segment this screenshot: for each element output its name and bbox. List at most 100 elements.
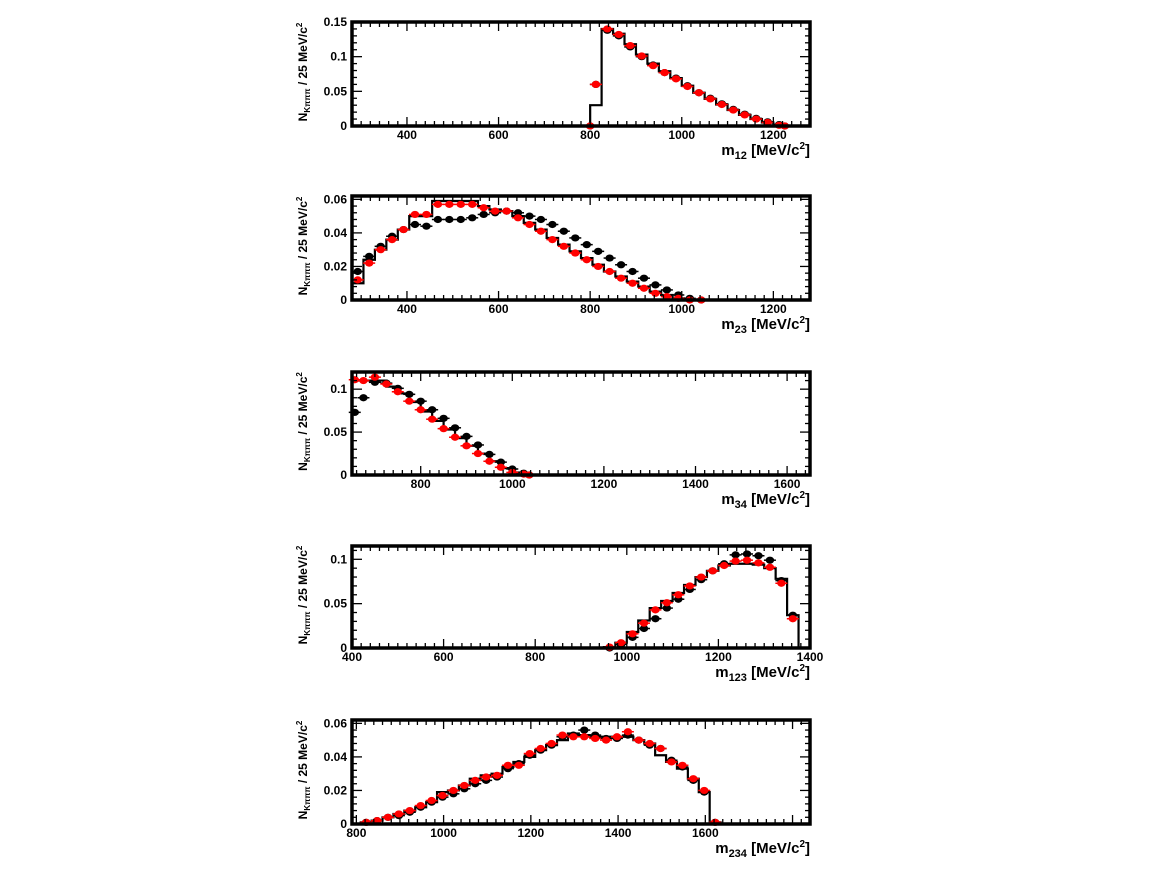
black-data-point bbox=[496, 458, 506, 466]
red-data-point bbox=[683, 82, 692, 91]
red-data-point bbox=[383, 813, 393, 821]
red-data-point bbox=[548, 236, 557, 244]
red-data-point bbox=[628, 630, 637, 638]
black-data-point bbox=[473, 441, 483, 449]
black-data-point bbox=[525, 212, 534, 220]
red-data-point bbox=[674, 591, 683, 599]
red-data-point bbox=[427, 796, 436, 805]
red-data-point bbox=[405, 397, 414, 405]
red-data-point bbox=[729, 106, 738, 114]
panel-4: 400 600 800 1000 1200 1400 0 0.05 0.1 m123 [MeV/c… bbox=[295, 544, 824, 684]
red-data-point bbox=[689, 775, 698, 783]
x-axis-label: m12 [MeV/c2] bbox=[721, 141, 810, 162]
x-tick-label: 600 bbox=[434, 650, 454, 664]
plot-frame bbox=[350, 718, 812, 826]
red-data-point bbox=[450, 433, 460, 441]
black-data-point bbox=[559, 227, 569, 235]
red-data-point bbox=[558, 731, 567, 739]
red-data-point bbox=[626, 41, 635, 50]
red-data-point bbox=[473, 449, 483, 458]
x-tick-label: 1000 bbox=[668, 302, 695, 316]
red-data-point bbox=[387, 236, 397, 244]
y-tick-label: 0 bbox=[340, 641, 347, 655]
x-axis-label: m34 [MeV/c2] bbox=[721, 490, 810, 511]
black-data-point bbox=[754, 552, 763, 560]
red-data-point bbox=[678, 761, 687, 769]
panel-1: 400 600 800 1000 1200 0 0.05 0.1 0.15 m12 [MeV/c2… bbox=[295, 15, 812, 162]
black-data-point bbox=[605, 254, 614, 262]
red-data-point bbox=[685, 582, 694, 590]
red-data-point bbox=[485, 457, 494, 465]
black-data-point bbox=[628, 267, 637, 276]
red-data-point bbox=[438, 791, 447, 800]
black-data-point bbox=[462, 432, 471, 440]
x-tick-label: 1600 bbox=[774, 477, 801, 491]
red-data-point bbox=[559, 242, 569, 250]
y-tick-label: 0.1 bbox=[330, 50, 347, 64]
red-data-point bbox=[628, 279, 637, 287]
red-data-point bbox=[656, 744, 665, 753]
red-data-point bbox=[427, 415, 437, 423]
plot-frame bbox=[350, 20, 812, 128]
x-tick-label: 1400 bbox=[797, 650, 824, 664]
red-data-point bbox=[513, 214, 523, 222]
red-data-point bbox=[479, 204, 488, 212]
black-data-point bbox=[445, 215, 454, 224]
y-axis-label: NKπππ / 25 MeV/c2 bbox=[295, 22, 312, 121]
y-tick-label: 0 bbox=[340, 468, 347, 482]
red-data-point bbox=[382, 380, 391, 388]
black-data-point bbox=[662, 604, 672, 612]
red-data-point bbox=[468, 200, 477, 208]
red-data-point bbox=[525, 220, 534, 229]
x-tick-label: 800 bbox=[411, 477, 431, 491]
x-tick-label: 800 bbox=[580, 128, 600, 142]
black-data-point bbox=[468, 214, 477, 222]
y-tick-label: 0.15 bbox=[324, 15, 348, 29]
red-data-point bbox=[667, 758, 676, 766]
black-data-point bbox=[370, 378, 380, 386]
panel-2: 400 600 800 1000 1200 0 0.02 0.04 0.06 m23 [MeV/c… bbox=[295, 192, 812, 336]
black-data-point bbox=[416, 397, 425, 405]
black-data-point bbox=[639, 624, 649, 633]
black-data-point bbox=[433, 215, 443, 224]
red-data-point bbox=[571, 249, 580, 257]
y-tick-label: 0.05 bbox=[324, 597, 348, 611]
x-axis-label: m234 [MeV/c2] bbox=[715, 839, 810, 860]
red-data-point bbox=[399, 225, 408, 234]
red-data-point bbox=[580, 733, 589, 741]
red-data-point bbox=[456, 200, 465, 208]
red-data-point bbox=[405, 806, 414, 815]
red-data-point bbox=[353, 276, 362, 284]
red-data-point bbox=[731, 557, 740, 565]
panel-3: 800 1000 1200 1400 1600 0 0.05 0.1 m34 [MeV/c2] N… bbox=[295, 370, 812, 511]
black-data-point bbox=[536, 215, 546, 224]
red-data-point bbox=[648, 62, 658, 70]
red-data-point bbox=[492, 771, 502, 779]
x-tick-label: 800 bbox=[525, 650, 545, 664]
red-data-point bbox=[569, 733, 578, 741]
black-data-point bbox=[359, 394, 368, 402]
red-data-point bbox=[590, 734, 600, 743]
red-data-point bbox=[740, 111, 749, 119]
black-data-point bbox=[405, 390, 414, 398]
black-data-point bbox=[616, 261, 626, 269]
x-tick-label: 1600 bbox=[692, 826, 719, 840]
red-data-point bbox=[433, 200, 443, 208]
y-tick-label: 0.06 bbox=[324, 716, 348, 730]
black-data-point bbox=[513, 209, 523, 217]
y-tick-label: 0 bbox=[340, 817, 347, 831]
y-axis-label: NKπππ / 25 MeV/c2 bbox=[295, 720, 312, 819]
x-tick-label: 800 bbox=[580, 302, 600, 316]
red-data-point bbox=[634, 736, 643, 744]
red-data-point bbox=[765, 563, 775, 571]
black-data-point bbox=[450, 424, 460, 432]
x-tick-label: 600 bbox=[489, 128, 509, 142]
x-tick-label: 1200 bbox=[760, 128, 787, 142]
red-data-point bbox=[697, 573, 706, 581]
plot-frame bbox=[350, 194, 812, 302]
red-data-point bbox=[496, 463, 506, 471]
red-data-point bbox=[662, 599, 672, 607]
x-tick-label: 400 bbox=[397, 128, 417, 142]
red-data-point bbox=[777, 579, 786, 587]
x-tick-label: 600 bbox=[489, 302, 509, 316]
